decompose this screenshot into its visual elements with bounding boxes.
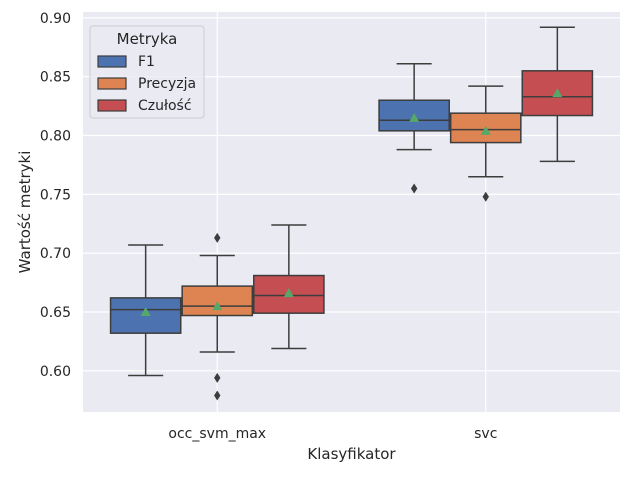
y-tick-label: 0.90 <box>40 11 71 27</box>
mean-marker <box>552 88 563 98</box>
y-tick-label: 0.80 <box>40 129 71 145</box>
legend-swatch <box>97 55 127 68</box>
x-tick-label: svc <box>474 426 497 442</box>
y-tick-label: 0.60 <box>40 364 71 380</box>
mean-marker <box>140 307 151 316</box>
box-Czułość-occ_svm_max <box>253 224 325 350</box>
y-tick-label: 0.70 <box>40 246 71 262</box>
box-body <box>378 99 450 132</box>
mean-marker <box>212 301 223 311</box>
y-tick-label: 0.75 <box>40 187 71 203</box>
mean-marker <box>480 125 491 135</box>
box-F1-svc <box>378 63 450 194</box>
y-axis-label: Wartość metryki <box>16 151 34 274</box>
legend-title: Metryka <box>117 30 178 48</box>
x-tick-labels: occ_svm_max svc <box>168 426 497 442</box>
grid-lines <box>83 12 620 412</box>
outlier-point <box>482 191 489 202</box>
box-F1-occ_svm_max <box>109 244 182 377</box>
legend-item-label: F1 <box>138 54 155 70</box>
box-body <box>181 285 254 317</box>
legend-frame <box>89 25 205 119</box>
outlier-point <box>410 183 418 194</box>
legend-swatch <box>97 99 127 112</box>
y-tick-labels: 0.60 0.65 0.70 0.75 0.80 0.85 0.90 <box>40 11 71 380</box>
box-Precyzja-svc <box>449 85 522 202</box>
outlier-point <box>214 390 221 401</box>
mean-marker <box>409 112 420 122</box>
box-series <box>109 26 594 401</box>
mean-marker <box>283 288 294 298</box>
legend-item-label: Precyzja <box>138 76 196 92</box>
legend-swatch <box>97 77 127 90</box>
x-tick-label: occ_svm_max <box>168 426 266 442</box>
legend-item-label: Czułość <box>138 98 192 114</box>
box-Czułość-svc <box>521 26 594 163</box>
outlier-point <box>214 372 221 383</box>
y-tick-label: 0.85 <box>40 70 71 86</box>
y-tick-label: 0.65 <box>40 305 71 321</box>
x-axis-label: Klasyfikator <box>307 445 396 463</box>
box-Precyzja-occ_svm_max <box>181 232 254 401</box>
outlier-point <box>214 232 221 243</box>
legend: Metryka F1 Precyzja Czułość <box>89 25 205 119</box>
